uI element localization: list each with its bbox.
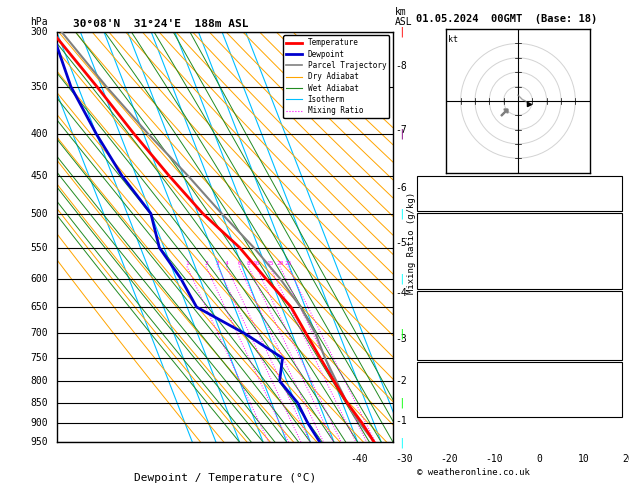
Text: -6: -6 <box>395 184 406 193</box>
Text: 3: 3 <box>216 261 220 266</box>
Text: km
ASL: km ASL <box>395 7 413 28</box>
Text: 27.3: 27.3 <box>594 227 617 237</box>
Text: |: | <box>398 26 404 37</box>
Text: 450: 450 <box>31 171 48 181</box>
Text: -7: -7 <box>395 124 406 135</box>
Text: |: | <box>398 273 404 284</box>
Text: 5: 5 <box>611 258 617 268</box>
Text: 350: 350 <box>31 82 48 91</box>
Text: StmDir: StmDir <box>422 396 457 406</box>
Text: 0: 0 <box>611 278 617 288</box>
Text: Hodograph: Hodograph <box>493 367 546 377</box>
Text: -14: -14 <box>599 181 617 191</box>
Text: PW (cm): PW (cm) <box>422 201 463 211</box>
Text: Surface: Surface <box>499 218 540 228</box>
Text: 10: 10 <box>252 261 260 266</box>
Text: © weatheronline.co.uk: © weatheronline.co.uk <box>417 468 530 477</box>
Text: 01.05.2024  00GMT  (Base: 18): 01.05.2024 00GMT (Base: 18) <box>416 14 598 24</box>
Text: 10: 10 <box>578 454 590 464</box>
Text: θₑ (K): θₑ (K) <box>422 315 457 326</box>
Text: Lifted Index: Lifted Index <box>422 258 493 268</box>
Text: 4.4: 4.4 <box>599 237 617 247</box>
Text: SREH: SREH <box>422 386 445 396</box>
Text: 850: 850 <box>31 398 48 408</box>
Text: -2: -2 <box>395 376 406 386</box>
Text: 17: 17 <box>605 406 617 417</box>
Text: Temp (°C): Temp (°C) <box>422 227 475 237</box>
Text: 20: 20 <box>623 454 629 464</box>
Text: |: | <box>398 208 404 219</box>
Text: CAPE (J): CAPE (J) <box>422 268 469 278</box>
Text: 2: 2 <box>204 261 208 266</box>
Text: -30: -30 <box>396 454 413 464</box>
Text: -3: -3 <box>395 333 406 344</box>
Text: 4: 4 <box>225 261 228 266</box>
Text: 0: 0 <box>611 338 617 348</box>
Text: 950: 950 <box>31 437 48 447</box>
Text: Pressure (mb): Pressure (mb) <box>422 304 498 314</box>
Text: CIN (J): CIN (J) <box>422 278 463 288</box>
Legend: Temperature, Dewpoint, Parcel Trajectory, Dry Adiabat, Wet Adiabat, Isotherm, Mi: Temperature, Dewpoint, Parcel Trajectory… <box>283 35 389 118</box>
Text: -11: -11 <box>599 376 617 386</box>
Text: K: K <box>422 181 428 191</box>
Text: 30°08'N  31°24'E  188m ASL: 30°08'N 31°24'E 188m ASL <box>74 19 249 30</box>
Text: 500: 500 <box>31 208 48 219</box>
Text: StmSpd (kt): StmSpd (kt) <box>422 406 487 417</box>
Text: 20: 20 <box>276 261 284 266</box>
Text: |: | <box>398 129 404 139</box>
Text: 15: 15 <box>266 261 274 266</box>
Text: 987: 987 <box>599 304 617 314</box>
Text: -1: -1 <box>395 416 406 426</box>
Text: kt: kt <box>448 35 458 44</box>
Text: 800: 800 <box>31 376 48 386</box>
Text: 317: 317 <box>599 315 617 326</box>
Text: -5: -5 <box>395 238 406 248</box>
Text: 1: 1 <box>185 261 189 266</box>
Text: -4: -4 <box>395 288 406 298</box>
Text: 900: 900 <box>31 418 48 428</box>
Text: 0: 0 <box>536 454 542 464</box>
Text: Dewpoint / Temperature (°C): Dewpoint / Temperature (°C) <box>134 473 316 483</box>
Text: 1.2: 1.2 <box>599 201 617 211</box>
Text: hPa: hPa <box>30 17 47 28</box>
Text: CAPE (J): CAPE (J) <box>422 338 469 348</box>
Text: 42: 42 <box>605 191 617 201</box>
Text: Dewp (°C): Dewp (°C) <box>422 237 475 247</box>
Text: 600: 600 <box>31 274 48 283</box>
Text: 0: 0 <box>611 349 617 359</box>
Text: 25: 25 <box>284 261 292 266</box>
Text: 2°: 2° <box>605 396 617 406</box>
Text: Totals Totals: Totals Totals <box>422 191 498 201</box>
Text: 0: 0 <box>611 268 617 278</box>
Text: |: | <box>398 328 404 339</box>
Text: -8: -8 <box>395 61 406 70</box>
Text: |: | <box>398 437 404 448</box>
Text: 6: 6 <box>237 261 241 266</box>
Text: 400: 400 <box>31 129 48 139</box>
Text: 317: 317 <box>599 247 617 258</box>
Text: -20: -20 <box>440 454 458 464</box>
Text: -40: -40 <box>350 454 369 464</box>
Text: Mixing Ratio (g/kg): Mixing Ratio (g/kg) <box>408 192 416 294</box>
Text: CIN (J): CIN (J) <box>422 349 463 359</box>
Text: |: | <box>398 398 404 408</box>
Text: 11: 11 <box>605 386 617 396</box>
Text: θₑ(K): θₑ(K) <box>422 247 452 258</box>
Text: 8: 8 <box>247 261 250 266</box>
Text: -10: -10 <box>485 454 503 464</box>
Text: 650: 650 <box>31 302 48 312</box>
Text: Most Unstable: Most Unstable <box>481 295 558 306</box>
Text: 5: 5 <box>611 327 617 337</box>
Text: Lifted Index: Lifted Index <box>422 327 493 337</box>
Text: 750: 750 <box>31 353 48 363</box>
Text: 300: 300 <box>31 27 48 36</box>
Text: 550: 550 <box>31 243 48 253</box>
Text: EH: EH <box>422 376 434 386</box>
Text: 700: 700 <box>31 329 48 338</box>
